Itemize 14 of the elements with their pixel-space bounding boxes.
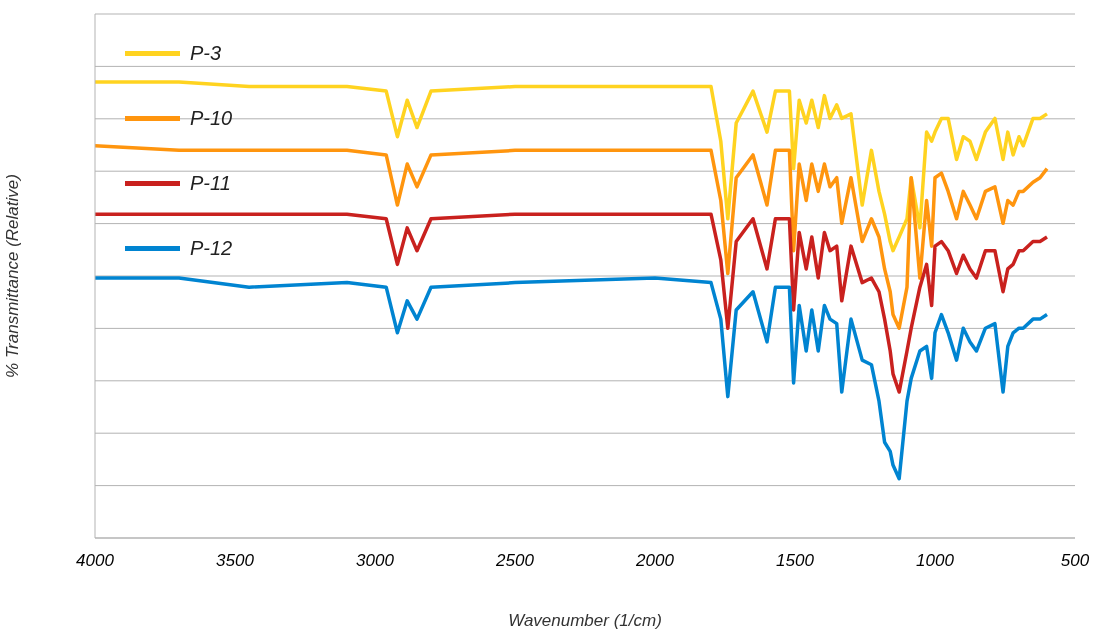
x-tick-label: 4000 <box>76 551 115 571</box>
y-axis-title: % Transmittance (Relative) <box>3 174 23 378</box>
legend-label: P-10 <box>190 107 233 130</box>
x-tick-label: 3500 <box>216 551 255 571</box>
x-tick-label: 3000 <box>356 551 395 571</box>
legend-label: P-3 <box>190 42 222 65</box>
x-axis-title: Wavenumber (1/cm) <box>508 611 662 630</box>
x-tick-label: 2500 <box>495 551 535 571</box>
x-tick-label: 500 <box>1060 551 1090 571</box>
x-tick-label: 1500 <box>776 551 815 571</box>
legend-label: P-11 <box>190 172 231 195</box>
legend-label: P-12 <box>190 237 233 260</box>
x-tick-label: 2000 <box>635 551 675 571</box>
x-tick-label: 1000 <box>916 551 955 571</box>
